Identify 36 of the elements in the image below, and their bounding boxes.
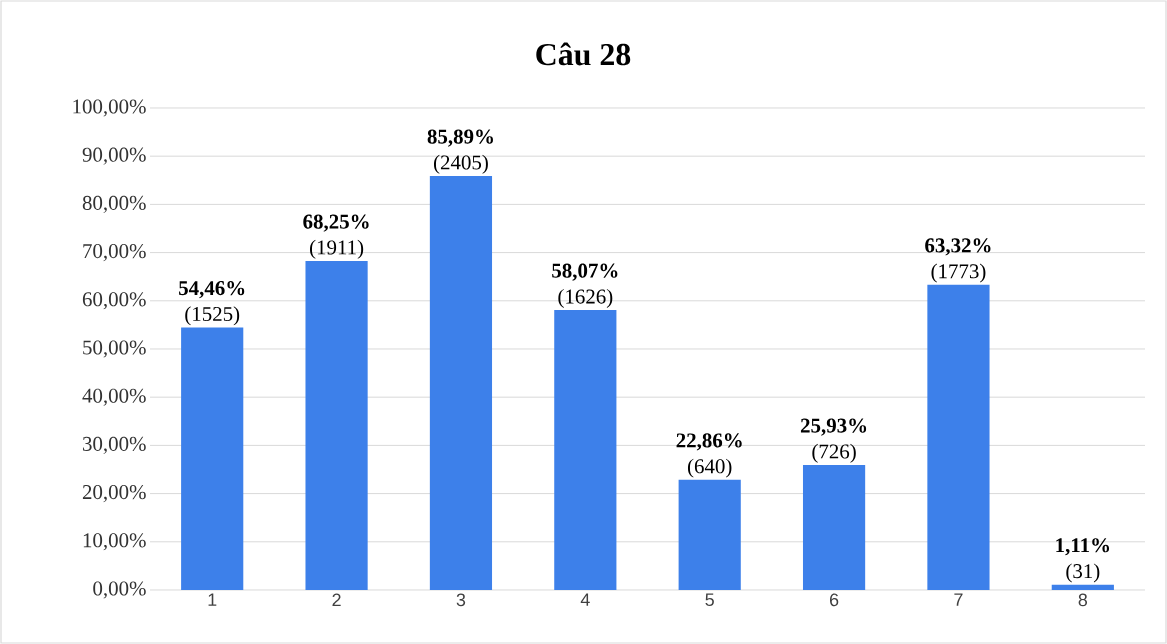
- data-label: 68,25% (1911): [303, 214, 369, 259]
- bar: [554, 310, 617, 590]
- y-tick-label: 80,00%: [82, 195, 146, 213]
- bar: [181, 327, 244, 590]
- x-tick-label: 6: [829, 593, 839, 607]
- bar: [305, 261, 368, 590]
- y-tick-label: 10,00%: [83, 533, 146, 551]
- data-label: 58,07% (1626): [552, 263, 618, 308]
- y-tick-label: 30,00%: [82, 436, 146, 454]
- x-tick-label: 8: [1078, 593, 1088, 607]
- bar: [1051, 584, 1114, 590]
- data-label: 1,11% (31): [1056, 538, 1110, 583]
- y-tick-label: 70,00%: [83, 244, 146, 262]
- bar: [678, 479, 741, 590]
- data-label: 85,89% (2405): [427, 129, 493, 174]
- y-tick-label: 20,00%: [82, 485, 146, 503]
- y-tick-label: 60,00%: [82, 292, 146, 310]
- bar: [927, 284, 990, 590]
- y-tick-label: 40,00%: [82, 388, 146, 406]
- y-tick-label: 50,00%: [83, 340, 146, 358]
- y-tick-label: 90,00%: [82, 147, 146, 165]
- y-tick-label: 0,00%: [93, 581, 146, 599]
- x-tick-label: 2: [332, 593, 341, 607]
- data-label: 54,46% (1525): [179, 281, 245, 326]
- chart-title: Câu 28: [536, 42, 631, 66]
- x-tick-label: 1: [208, 593, 217, 606]
- y-tick-label: 100,00%: [73, 99, 146, 117]
- bar: [429, 175, 493, 590]
- x-tick-label: 7: [954, 593, 963, 606]
- data-label: 22,86% (640): [676, 433, 742, 478]
- data-label: 63,32% (1773): [925, 238, 991, 283]
- x-tick-label: 4: [580, 593, 590, 606]
- bar: [802, 465, 866, 590]
- data-label: 25,93% (726): [800, 418, 867, 463]
- x-tick-label: 3: [456, 593, 466, 607]
- x-tick-label: 5: [705, 593, 714, 607]
